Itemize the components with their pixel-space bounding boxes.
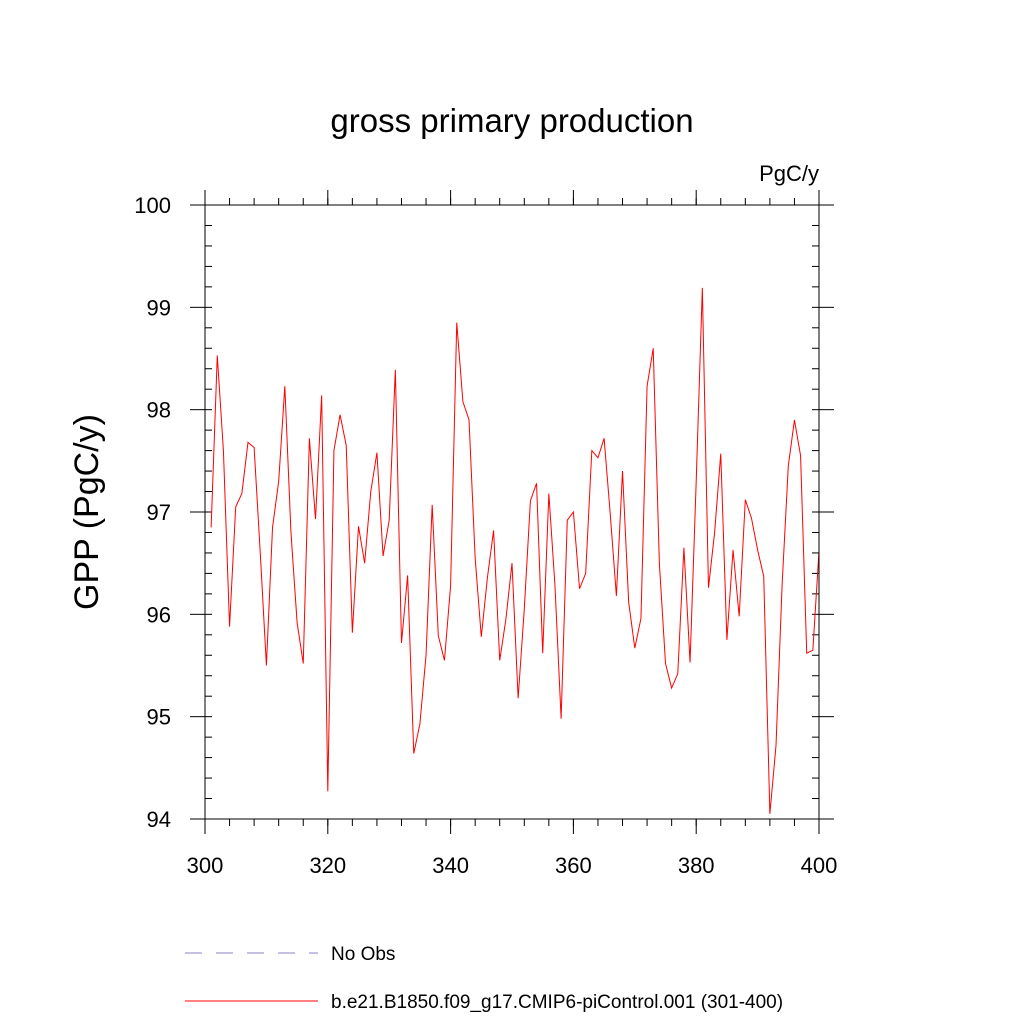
minor-ticks xyxy=(204,198,820,826)
y-tick-label: 97 xyxy=(147,500,171,525)
legend-label-no-obs: No Obs xyxy=(331,944,395,965)
legend-label-picontrol: b.e21.B1850.f09_g17.CMIP6-piControl.001 … xyxy=(331,992,783,1013)
y-axis-label: GPP (PgC/y) xyxy=(68,414,106,610)
x-tick-label: 320 xyxy=(309,853,346,878)
x-tick-labels: 300 320 340 360 380 400 xyxy=(187,853,838,878)
x-tick-label: 360 xyxy=(555,853,592,878)
y-tick-label: 94 xyxy=(147,807,171,832)
y-tick-label: 100 xyxy=(134,193,171,218)
x-tick-label: 380 xyxy=(678,853,715,878)
series-layer xyxy=(210,287,820,814)
x-tick-label: 300 xyxy=(187,853,224,878)
y-tick-label: 95 xyxy=(147,705,171,730)
series-line-picontrol xyxy=(210,287,820,814)
y-tick-label: 98 xyxy=(147,398,171,423)
y-tick-label: 96 xyxy=(147,602,171,627)
x-tick-label: 340 xyxy=(432,853,469,878)
y-tick-labels: 94 95 96 97 98 99 100 xyxy=(134,193,171,832)
chart-title: gross primary production xyxy=(330,102,693,139)
major-ticks xyxy=(190,190,834,834)
plot-frame xyxy=(204,204,820,820)
y-tick-label: 99 xyxy=(147,295,171,320)
units-label: PgC/y xyxy=(759,161,819,186)
x-tick-label: 400 xyxy=(801,853,838,878)
legend: No Obs b.e21.B1850.f09_g17.CMIP6-piContr… xyxy=(185,944,783,1013)
